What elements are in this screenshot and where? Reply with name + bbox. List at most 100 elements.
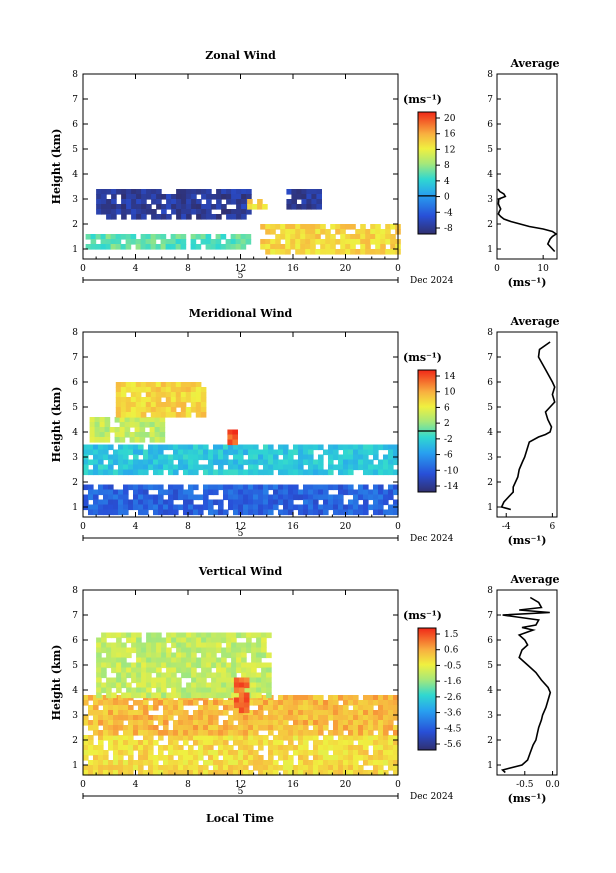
heatmap-cell [183, 454, 189, 461]
heatmap-cell [198, 449, 204, 456]
heatmap-cell [363, 484, 369, 491]
heatmap-cell [305, 224, 311, 230]
heatmap-cell [358, 454, 364, 461]
heatmap-cell [233, 509, 239, 516]
heatmap-cell [303, 745, 309, 751]
heatmap-cell [353, 760, 359, 766]
heatmap-cell [138, 504, 144, 511]
heatmap-cell [208, 700, 214, 706]
heatmap-cell [233, 735, 239, 741]
heatmap-cell [226, 672, 232, 679]
heatmap-cell [99, 422, 106, 428]
heatmap-cell [138, 725, 144, 731]
profile-line [500, 596, 552, 774]
y-tick-label: 2 [72, 736, 78, 746]
heatmap-cell [115, 397, 122, 403]
heatmap-cell [95, 244, 102, 250]
heatmap-cell [241, 189, 247, 195]
heatmap-cell [100, 234, 107, 240]
heatmap-cell [246, 647, 252, 654]
heatmap-cell [318, 745, 324, 751]
heatmap-cell [108, 760, 114, 766]
heatmap-cell [196, 657, 202, 664]
heatmap-cell [120, 397, 127, 403]
heatmap-cell [288, 459, 294, 466]
heatmap-cell [263, 459, 269, 466]
heatmap-cell [141, 662, 147, 669]
heatmap-cell [114, 432, 121, 438]
heatmap-cell [225, 239, 232, 245]
heatmap-cell [133, 499, 139, 506]
heatmap-cell [308, 700, 314, 706]
heatmap-cell [159, 422, 166, 428]
heatmap-cell [233, 499, 239, 506]
heatmap-cell [131, 687, 137, 694]
profile-y-tick-label: 7 [487, 611, 493, 621]
heatmap-cell [131, 209, 137, 215]
heatmap-cell [266, 652, 272, 659]
heatmap-cell [171, 662, 177, 669]
heatmap-cell [181, 687, 187, 694]
heatmap-cell [133, 760, 139, 766]
heatmap-cell [333, 765, 339, 771]
heatmap-cell [343, 750, 349, 756]
heatmap-cell [85, 244, 92, 250]
heatmap-cell [148, 504, 154, 511]
heatmap-cell [148, 765, 154, 771]
heatmap-cell [191, 667, 197, 674]
heatmap-cell [308, 504, 314, 511]
y-axis-label: Height (km) [50, 645, 63, 721]
heatmap-cell [338, 459, 344, 466]
heatmap-cell [252, 204, 258, 210]
heatmap-cell [183, 494, 189, 501]
profile-y-tick-label: 6 [487, 636, 493, 646]
heatmap-cell [318, 469, 324, 476]
heatmap-cell [136, 632, 142, 639]
heatmap-cell [83, 464, 89, 471]
heatmap-cell [261, 642, 267, 649]
heatmap-cell [303, 509, 309, 516]
heatmap-cell [216, 647, 222, 654]
heatmap-cell [203, 494, 209, 501]
heatmap-cell [103, 700, 109, 706]
heatmap-cell [161, 692, 167, 699]
heatmap-cell [305, 229, 311, 235]
heatmap-cell [121, 662, 127, 669]
heatmap-cell [128, 735, 134, 741]
heatmap-cell [158, 499, 164, 506]
heatmap-cell [166, 677, 172, 684]
heatmap-cell [393, 444, 399, 451]
heatmap-cell [270, 239, 276, 245]
heatmap-cell [293, 720, 299, 726]
heatmap-cell [213, 765, 219, 771]
heatmap-cell [143, 484, 149, 491]
heatmap-cell [120, 382, 127, 388]
heatmap-cell [263, 504, 269, 511]
heatmap-cell [268, 459, 274, 466]
heatmap-cell [353, 700, 359, 706]
heatmap-cell [358, 725, 364, 731]
heatmap-cell [232, 429, 238, 436]
heatmap-cell [323, 740, 329, 746]
heatmap-cell [216, 637, 222, 644]
heatmap-cell [135, 407, 142, 413]
heatmap-cell [120, 387, 127, 393]
heatmap-cell [223, 750, 229, 756]
heatmap-cell [143, 745, 149, 751]
heatmap-cell [226, 199, 232, 205]
heatmap-cell [111, 199, 117, 205]
heatmap-cell [145, 402, 152, 408]
heatmap-cell [143, 715, 149, 721]
heatmap-cell [268, 720, 274, 726]
heatmap-cell [360, 234, 366, 240]
colorbar-tick-label: -4.5 [444, 724, 462, 734]
heatmap-cell [104, 432, 111, 438]
heatmap-cell [248, 489, 254, 496]
heatmap-cell [168, 745, 174, 751]
heatmap-cell [328, 710, 334, 716]
heatmap-cell [330, 239, 336, 245]
heatmap-cell [358, 444, 364, 451]
heatmap-cell [183, 720, 189, 726]
heatmap-cell [88, 745, 94, 751]
heatmap-cell [260, 244, 266, 250]
